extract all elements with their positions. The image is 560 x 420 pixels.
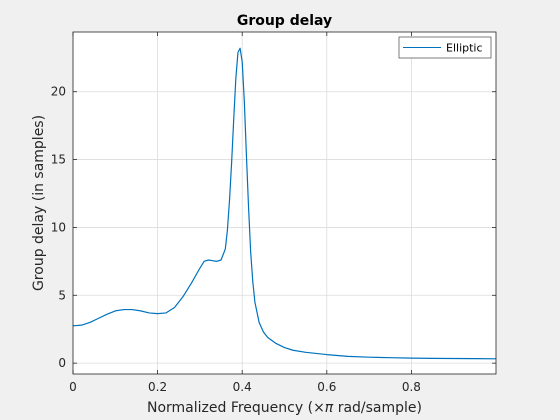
x-tick-label: 0.6 (317, 380, 336, 394)
y-axis-label: Group delay (in samples) (31, 115, 47, 291)
plot-area (73, 32, 496, 374)
y-tick-label: 15 (51, 153, 66, 167)
y-tick-label: 20 (51, 85, 66, 99)
y-tick-label: 10 (51, 220, 66, 234)
legend-label-elliptic: Elliptic (446, 42, 483, 55)
tick-marks (72, 32, 496, 374)
x-tick-label: 0.4 (233, 380, 252, 394)
x-axis-label-suffix: rad/sample) (333, 400, 422, 416)
y-tick-labels: 0 5 10 15 20 (51, 85, 66, 370)
legend: Elliptic (398, 36, 492, 59)
grid-lines (72, 32, 496, 374)
chart-title: Group delay (237, 13, 332, 29)
y-tick-label: 5 (58, 288, 66, 302)
x-tick-label: 0.2 (148, 380, 167, 394)
series-line-elliptic (72, 47, 497, 360)
x-tick-label: 0 (69, 380, 77, 394)
x-axis-label: Normalized Frequency (×π rad/sample) (147, 400, 422, 416)
legend-box (398, 36, 492, 59)
x-tick-labels: 0 0.2 0.4 0.6 0.8 (69, 380, 421, 394)
series-layer (72, 47, 497, 360)
x-axis-label-prefix: Normalized Frequency ( (147, 400, 313, 416)
x-axis-label-symbol: ×π (313, 400, 334, 416)
axes-box (72, 31, 497, 375)
y-tick-label: 0 (58, 356, 66, 370)
x-tick-label: 0.8 (402, 380, 421, 394)
